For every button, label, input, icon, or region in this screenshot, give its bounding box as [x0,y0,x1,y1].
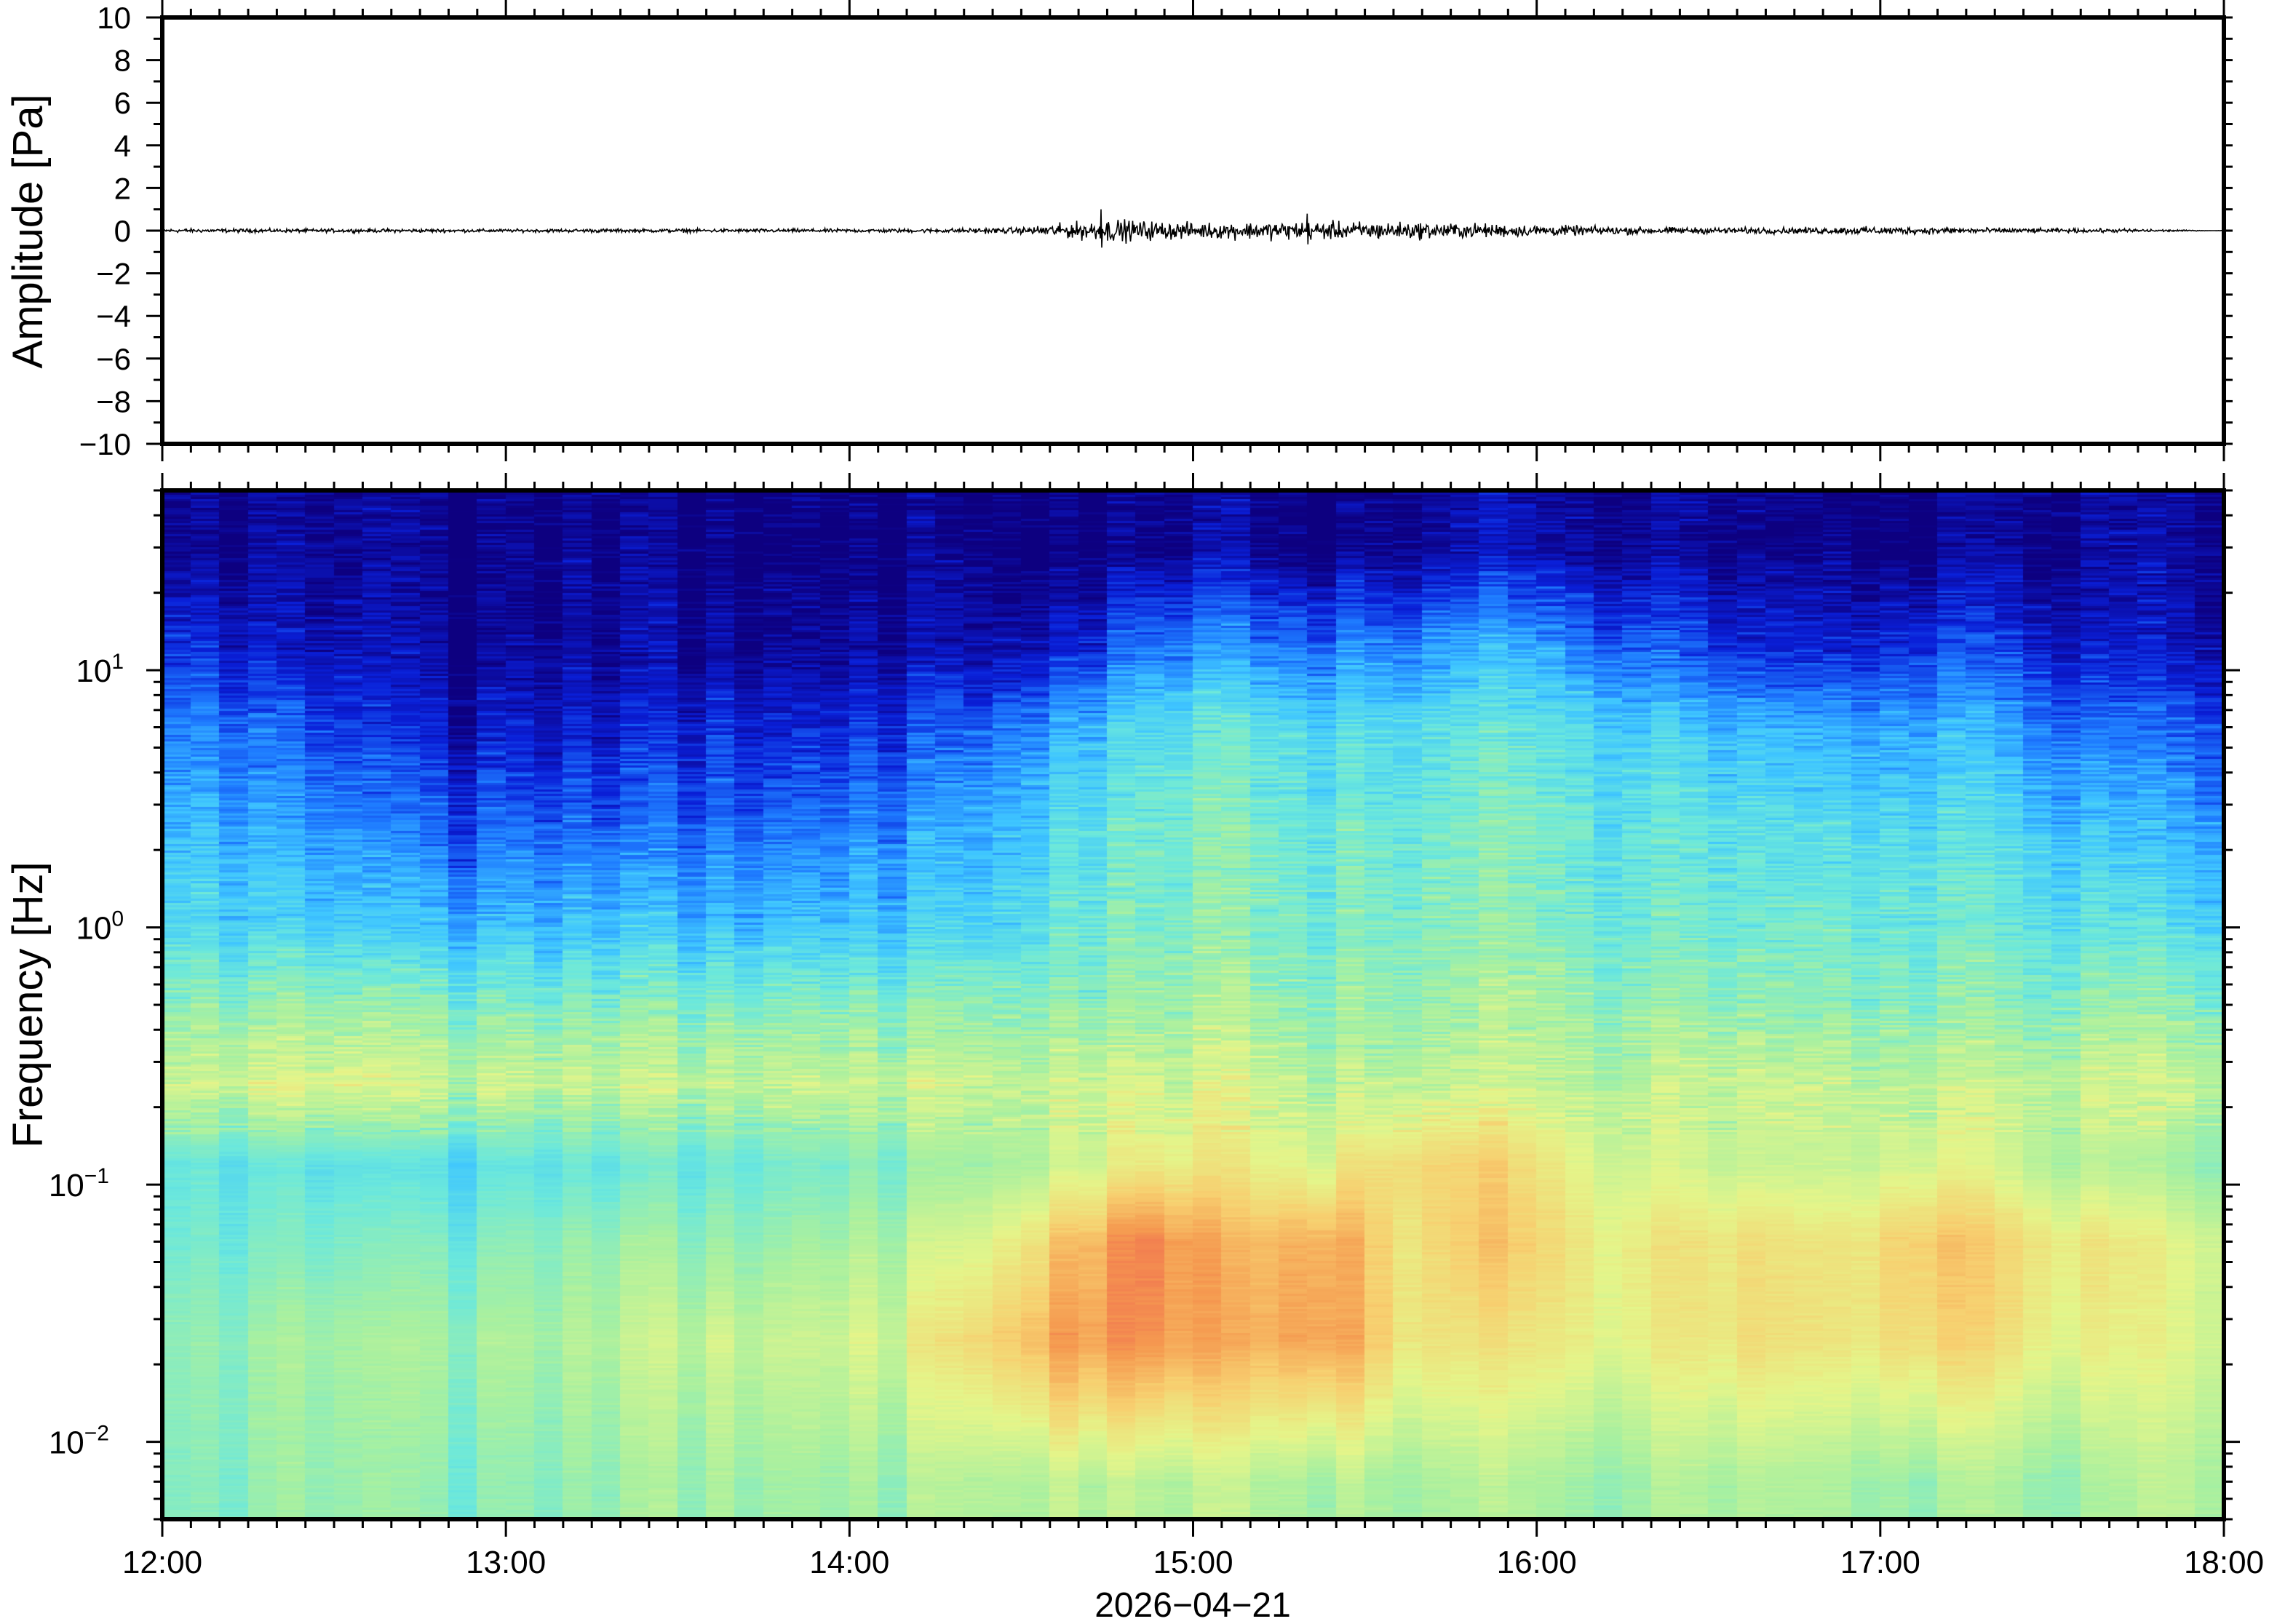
amplitude-tick-label: −10 [79,427,131,461]
amplitude-tick-label: −2 [96,257,131,291]
time-tick-label: 14:00 [809,1545,889,1580]
time-tick-label: 17:00 [1840,1545,1920,1580]
amplitude-tick-label: 4 [114,129,131,163]
frequency-tick-label: 100 [76,907,124,947]
waveform-trace [162,209,2225,248]
frequency-tick-label: 101 [76,650,124,689]
tick-marks [146,0,2240,1537]
amplitude-tick-label: 6 [114,86,131,120]
time-tick-label: 16:00 [1497,1545,1577,1580]
frequency-axis-label: Frequency [Hz] [4,861,52,1147]
frequency-tick-label: 10−2 [49,1422,109,1461]
time-tick-label: 15:00 [1153,1545,1233,1580]
amplitude-tick-label: 10 [97,1,131,35]
amplitude-axis-label: Amplitude [Pa] [4,94,52,368]
amplitude-tick-label: 2 [114,171,131,205]
time-tick-label: 13:00 [466,1545,546,1580]
amplitude-tick-label: −8 [96,384,131,418]
amplitude-tick-label: −6 [96,342,131,376]
amplitude-tick-label: 0 [114,214,131,248]
amplitude-tick-label: −4 [96,299,131,333]
amplitude-tick-label: 8 [114,44,131,78]
date-label: 2026−04−21 [1094,1586,1291,1624]
spectrogram-heatmap [162,490,2224,1519]
time-tick-label: 12:00 [122,1545,202,1580]
spectrogram-panel-frame [160,488,2226,1521]
time-tick-label: 18:00 [2184,1545,2264,1580]
frequency-tick-label: 10−1 [49,1164,109,1203]
waveform-line [162,209,2225,248]
